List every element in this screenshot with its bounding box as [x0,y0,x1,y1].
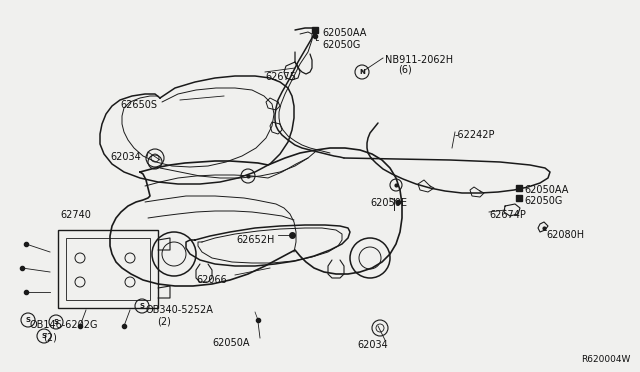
Text: 62050G: 62050G [524,196,563,206]
Text: (2): (2) [43,332,57,342]
Text: R620004W: R620004W [580,355,630,364]
Text: N: N [359,69,365,75]
Text: 62050A: 62050A [212,338,250,348]
Text: 62034: 62034 [357,340,388,350]
Text: 62050AA: 62050AA [322,28,366,38]
Text: OB146-6202G: OB146-6202G [30,320,99,330]
Text: 62050E: 62050E [370,198,407,208]
Text: (6): (6) [398,65,412,75]
Text: (2): (2) [157,317,171,327]
Text: -62242P: -62242P [455,130,495,140]
Text: 62740: 62740 [60,210,91,220]
Text: 62066: 62066 [196,275,227,285]
Text: 62674P: 62674P [489,210,526,220]
Text: 62080H: 62080H [546,230,584,240]
Text: S: S [54,319,58,325]
Text: OB340-5252A: OB340-5252A [145,305,213,315]
Text: 62650S: 62650S [120,100,157,110]
Text: 62675: 62675 [265,72,296,82]
Text: S: S [140,303,145,309]
Text: 62050G: 62050G [322,40,360,50]
Text: 62652H: 62652H [236,235,275,245]
Text: 62050AA: 62050AA [524,185,568,195]
Text: 62034: 62034 [110,152,141,162]
Text: S: S [42,333,47,339]
Text: S: S [26,317,31,323]
Text: NB911-2062H: NB911-2062H [385,55,453,65]
